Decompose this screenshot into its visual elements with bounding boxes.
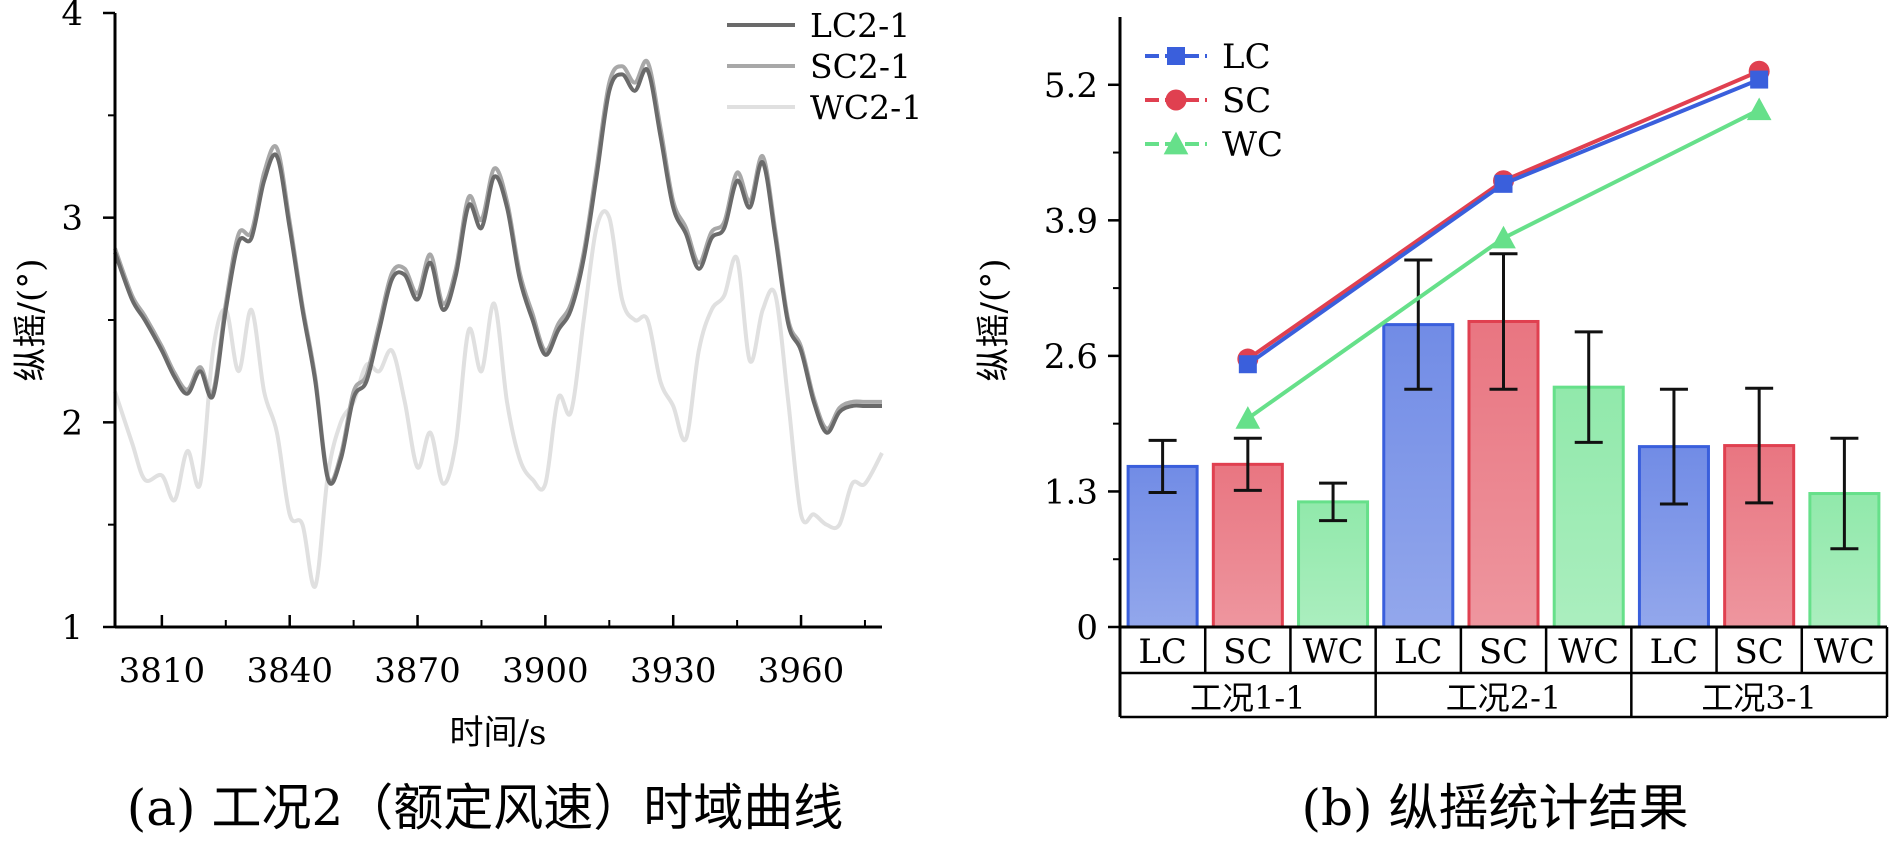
panel-b-caption: (b) 纵摇统计结果 (1302, 779, 1689, 837)
y-tick-label: 4 (61, 0, 83, 34)
category-label: WC (1558, 632, 1619, 672)
y-tick-label: 1.3 (1044, 472, 1098, 512)
panel-b-group-labels: 工况1-1 工况2-1 工况3-1 (1190, 679, 1817, 717)
legend-marker-sc (1165, 89, 1187, 111)
panel-b-error-bars (1148, 252, 1859, 551)
panel-a-x-tick-labels: 3810 3840 3870 3900 3930 3960 (119, 651, 845, 691)
y-tick-label: 5.2 (1044, 66, 1098, 106)
trend-point-wc-1-1 (1235, 406, 1261, 429)
trend-point-wc-3-1 (1746, 97, 1772, 121)
legend-marker-lc (1167, 47, 1185, 65)
x-tick-label: 3930 (630, 651, 717, 691)
group-label: 工况3-1 (1701, 679, 1817, 717)
trend-point-wc-2-1 (1491, 225, 1516, 249)
series-line-wc2-1 (113, 209, 884, 589)
panel-b-category-labels: LC SC WC LC SC WC LC SC WC (1138, 632, 1875, 672)
category-label: LC (1138, 632, 1187, 672)
y-tick-label: 2.6 (1044, 337, 1098, 377)
panel-b-trend-lines (1235, 60, 1772, 429)
x-tick-label: 3870 (374, 651, 461, 691)
y-tick-label: 1 (61, 608, 83, 648)
series-line-lc2-1 (113, 66, 882, 486)
panel-a-time-series-chart: 1 2 3 4 3810 3840 3870 3900 3930 3960 纵摇/(°) 时间/… (11, 0, 922, 837)
legend-label-sc2-1: SC2-1 (810, 47, 911, 86)
x-tick-label: 3900 (502, 651, 589, 691)
legend-label-sc: SC (1222, 81, 1271, 121)
category-label: LC (1650, 632, 1699, 672)
panel-b-y-axis-label: 纵摇/(°) (974, 259, 1014, 382)
group-label: 工况2-1 (1446, 679, 1562, 717)
category-label: SC (1479, 632, 1528, 672)
legend-label-wc2-1: WC2-1 (810, 88, 922, 127)
panel-a-series-lines (113, 58, 884, 589)
group-label: 工况1-1 (1190, 679, 1306, 717)
category-label: SC (1223, 632, 1272, 672)
y-tick-label: 3 (61, 199, 83, 239)
panel-b-category-grid (1118, 627, 1889, 719)
panel-a-caption: (a) 工况2（额定风速）时域曲线 (127, 779, 844, 837)
panel-a-x-axis-label: 时间/s (450, 713, 547, 753)
panel-b-y-tick-labels: 0 1.3 2.6 3.9 5.2 (1044, 66, 1098, 648)
panel-a-ticks (103, 11, 866, 629)
legend-label-lc: LC (1222, 37, 1271, 77)
panel-b-bars (1126, 319, 1881, 629)
panel-b-statistics-chart: 01.32.63.95.2 LC SC WC LC SC WC LC SC WC 工况1-1 工况… (974, 17, 1889, 837)
x-tick-label: 3840 (246, 651, 333, 691)
legend-label-lc2-1: LC2-1 (810, 6, 910, 45)
y-tick-label: 3.9 (1044, 201, 1098, 241)
y-tick-label: 0 (1076, 608, 1098, 648)
trend-point-lc-1-1 (1238, 355, 1257, 374)
legend-label-wc: WC (1222, 125, 1283, 165)
category-label: SC (1735, 632, 1784, 672)
legend-marker-wc (1163, 131, 1189, 155)
trend-point-lc-2-1 (1494, 174, 1513, 193)
panel-b-ticks (1108, 83, 1120, 629)
x-tick-label: 3960 (758, 651, 845, 691)
panel-a-y-tick-labels: 1 2 3 4 (61, 0, 83, 648)
category-label: WC (1814, 632, 1875, 672)
x-tick-label: 3810 (119, 651, 206, 691)
panel-a-y-axis-label: 纵摇/(°) (11, 259, 51, 382)
category-label: LC (1394, 632, 1443, 672)
trend-point-lc-3-1 (1750, 70, 1769, 89)
category-label: WC (1303, 632, 1364, 672)
y-tick-label: 2 (61, 403, 83, 443)
